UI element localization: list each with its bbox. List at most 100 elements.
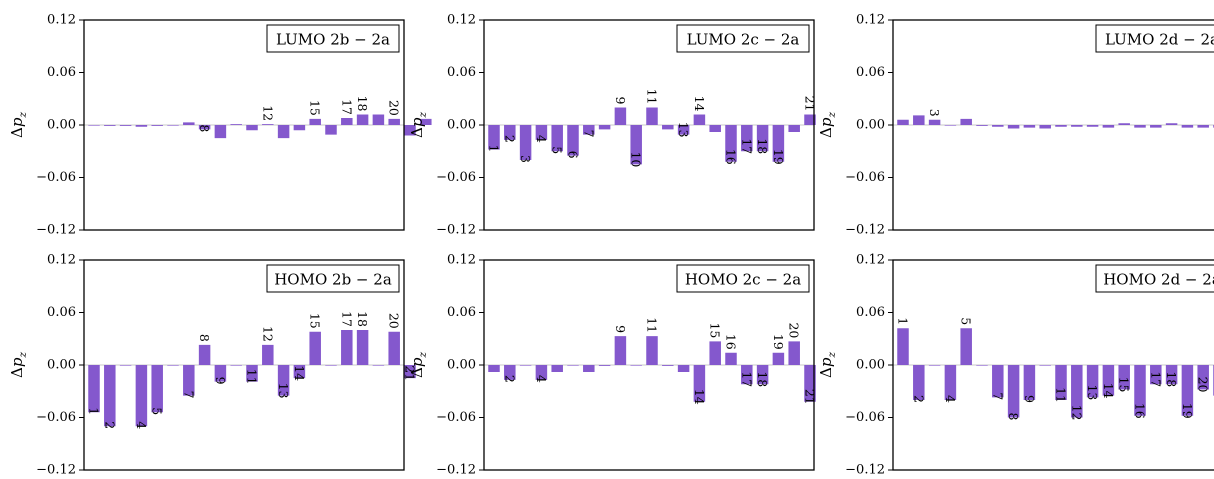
bar-5 — [960, 119, 972, 125]
bar-label-15: 15 — [1117, 377, 1132, 393]
bar-20 — [788, 125, 800, 132]
bar-15 — [709, 125, 721, 132]
bar-label-16: 16 — [1133, 403, 1148, 419]
bar-11 — [646, 336, 658, 365]
bar-2 — [104, 125, 116, 126]
bar-12 — [262, 345, 274, 365]
bar-label-9: 9 — [613, 97, 628, 105]
bar-label-1: 1 — [896, 317, 911, 325]
bar-2 — [913, 115, 925, 125]
bar-15 — [1118, 123, 1130, 125]
bar-label-7: 7 — [581, 130, 596, 138]
bar-label-18: 18 — [355, 311, 370, 327]
bar-label-18: 18 — [1164, 371, 1179, 387]
bar-label-3: 3 — [927, 109, 942, 117]
bar-18 — [357, 115, 369, 126]
legend-label: LUMO 2c − 2a — [687, 31, 800, 49]
bar-label-17: 17 — [1148, 371, 1163, 387]
bar-3 — [929, 365, 941, 366]
bar-3 — [520, 365, 532, 366]
bar-label-9: 9 — [613, 325, 628, 333]
bar-5 — [960, 328, 972, 365]
bar-19 — [373, 115, 385, 126]
bar-label-5: 5 — [959, 317, 974, 325]
bar-7 — [183, 122, 195, 125]
y-tick-label: −0.12 — [845, 463, 885, 478]
bar-10 — [230, 365, 242, 366]
legend: HOMO 2b − 2a — [267, 265, 399, 292]
bar-label-16: 16 — [724, 149, 739, 165]
bar-label-9: 9 — [213, 377, 228, 385]
bar-10 — [230, 124, 242, 125]
bar-5 — [151, 365, 163, 412]
bar-16 — [325, 125, 337, 135]
bar-15 — [709, 341, 721, 365]
bar-20 — [388, 332, 400, 365]
bar-8 — [199, 345, 211, 365]
y-tick-label: 0.00 — [447, 118, 476, 133]
bar-label-1: 1 — [87, 407, 102, 415]
y-tick-label: −0.12 — [36, 463, 76, 478]
bar-label-8: 8 — [197, 334, 212, 342]
y-tick-label: 0.06 — [856, 65, 885, 80]
y-tick-label: 0.12 — [447, 253, 476, 268]
y-axis-label: Δpz — [8, 352, 29, 378]
bar-4 — [945, 125, 957, 126]
bar-7 — [583, 365, 595, 372]
subplot-6: 12 45789 111213 14 151617 181920 210.120.060.0… — [817, 253, 1214, 478]
bar-20 — [788, 341, 800, 365]
bar-8 — [599, 125, 611, 129]
bar-6 — [567, 365, 579, 366]
y-tick-label: −0.12 — [845, 223, 885, 238]
bar-3 — [120, 125, 132, 126]
bar-label-8: 8 — [1006, 413, 1021, 421]
bar-label-19: 19 — [1180, 403, 1195, 419]
y-tick-label: 0.12 — [447, 13, 476, 28]
bar-10 — [1039, 125, 1051, 129]
bar-19 — [773, 353, 785, 365]
bar-19 — [1182, 125, 1194, 128]
bar-label-4: 4 — [534, 375, 549, 383]
bar-label-20: 20 — [1196, 377, 1211, 393]
bar-label-14: 14 — [692, 96, 707, 112]
bar-label-17: 17 — [739, 371, 754, 387]
bar-7 — [992, 125, 1004, 127]
bar-9 — [615, 336, 627, 365]
bar-10 — [1039, 365, 1051, 366]
bar-15 — [309, 119, 321, 125]
bar-17 — [341, 330, 353, 365]
y-tick-label: −0.06 — [845, 170, 885, 185]
bar-16 — [325, 365, 337, 366]
bar-11 — [246, 125, 258, 130]
bar-1 — [897, 120, 909, 125]
bar-12 — [662, 365, 674, 366]
bar-label-4: 4 — [534, 135, 549, 143]
bar-label-16: 16 — [724, 334, 739, 350]
bar-1 — [897, 328, 909, 365]
bar-label-13: 13 — [1085, 384, 1100, 400]
bar-1 — [488, 365, 500, 372]
bar-label-4: 4 — [134, 421, 149, 429]
bar-label-17: 17 — [739, 138, 754, 154]
bar-label-20: 20 — [387, 313, 402, 329]
bar-13 — [678, 365, 690, 372]
bar-6 — [976, 365, 988, 366]
bar-label-21: 21 — [803, 96, 818, 112]
legend-label: HOMO 2d − 2a — [1103, 271, 1214, 289]
y-tick-label: 0.06 — [447, 305, 476, 320]
bar-9 — [615, 108, 627, 126]
bar-label-11: 11 — [1054, 387, 1069, 403]
bar-2 — [104, 365, 116, 426]
bar-label-12: 12 — [260, 326, 275, 342]
y-tick-label: −0.06 — [36, 410, 76, 425]
bar-9 — [215, 125, 227, 138]
bar-3 — [929, 120, 941, 125]
bar-6 — [167, 365, 179, 366]
bar-label-14: 14 — [292, 365, 307, 381]
legend-label: HOMO 2c − 2a — [685, 271, 801, 289]
y-tick-label: 0.00 — [856, 358, 885, 373]
bar-12 — [262, 124, 274, 125]
bar-label-14: 14 — [692, 389, 707, 405]
